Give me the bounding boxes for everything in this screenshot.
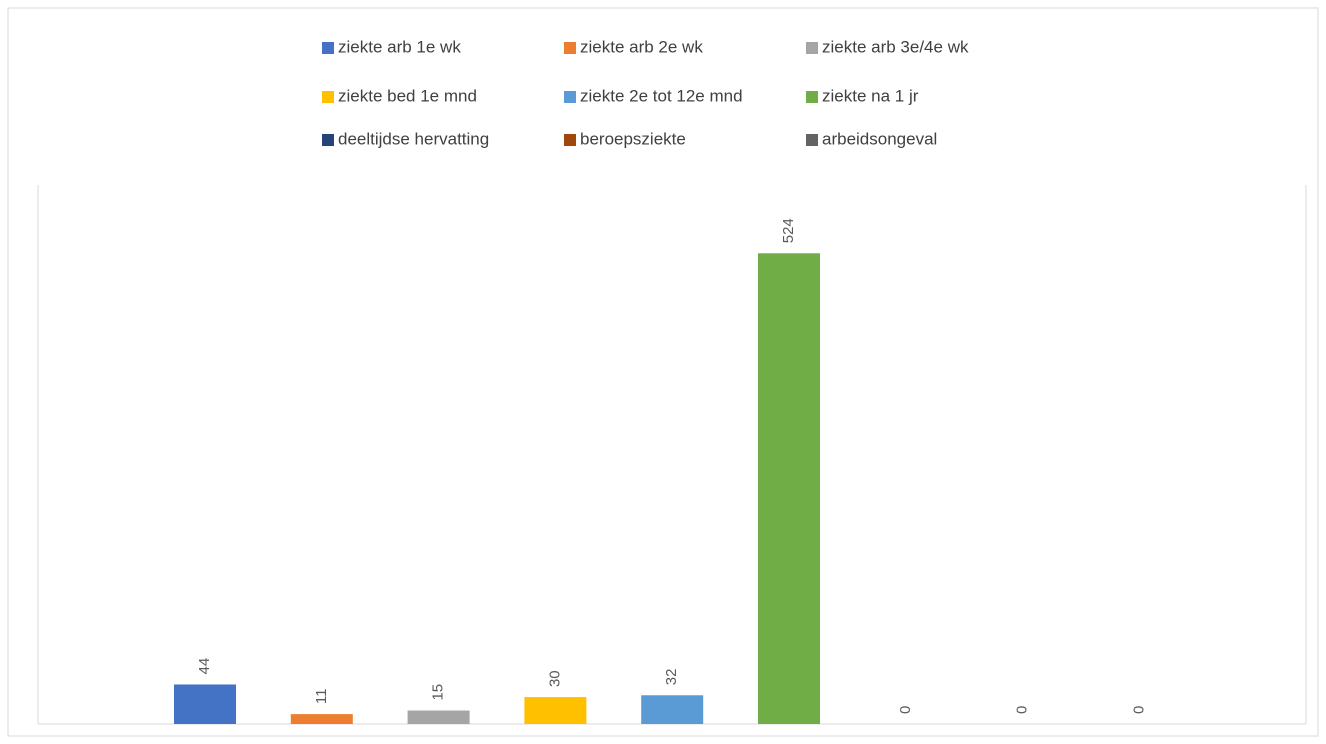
data-label: 30 — [546, 670, 563, 687]
bar — [524, 697, 587, 724]
data-label: 0 — [897, 706, 914, 714]
legend-swatch — [322, 91, 334, 103]
chart-border — [7, 7, 1319, 737]
legend-label: ziekte arb 3e/4e wk — [822, 37, 969, 56]
data-label: 15 — [430, 684, 447, 701]
data-label: 32 — [663, 669, 680, 686]
bar — [758, 253, 820, 725]
data-label: 11 — [313, 689, 330, 705]
legend-swatch — [564, 91, 576, 103]
data-label: 0 — [1130, 706, 1147, 714]
bar — [290, 714, 353, 724]
legend-swatch — [806, 91, 818, 103]
data-label: 524 — [780, 218, 797, 243]
legend-label: beroepsziekte — [580, 129, 686, 148]
legend-swatch — [564, 42, 576, 54]
legend-label: ziekte arb 1e wk — [338, 37, 461, 56]
legend-label: ziekte arb 2e wk — [580, 37, 703, 56]
bar — [641, 695, 704, 724]
bar — [174, 684, 236, 724]
data-label: 44 — [196, 658, 213, 675]
legend-swatch — [322, 134, 334, 146]
legend-swatch — [564, 134, 576, 146]
legend-label: arbeidsongeval — [822, 129, 937, 148]
legend-label: ziekte na 1 jr — [822, 86, 919, 105]
legend-swatch — [806, 42, 818, 54]
bar — [407, 710, 470, 724]
legend-swatch — [322, 42, 334, 54]
legend-label: deeltijdse hervatting — [338, 129, 489, 148]
legend-swatch — [806, 134, 818, 146]
legend-label: ziekte bed 1e mnd — [338, 86, 477, 105]
legend-label: ziekte 2e tot 12e mnd — [580, 86, 743, 105]
data-label: 0 — [1014, 706, 1031, 714]
